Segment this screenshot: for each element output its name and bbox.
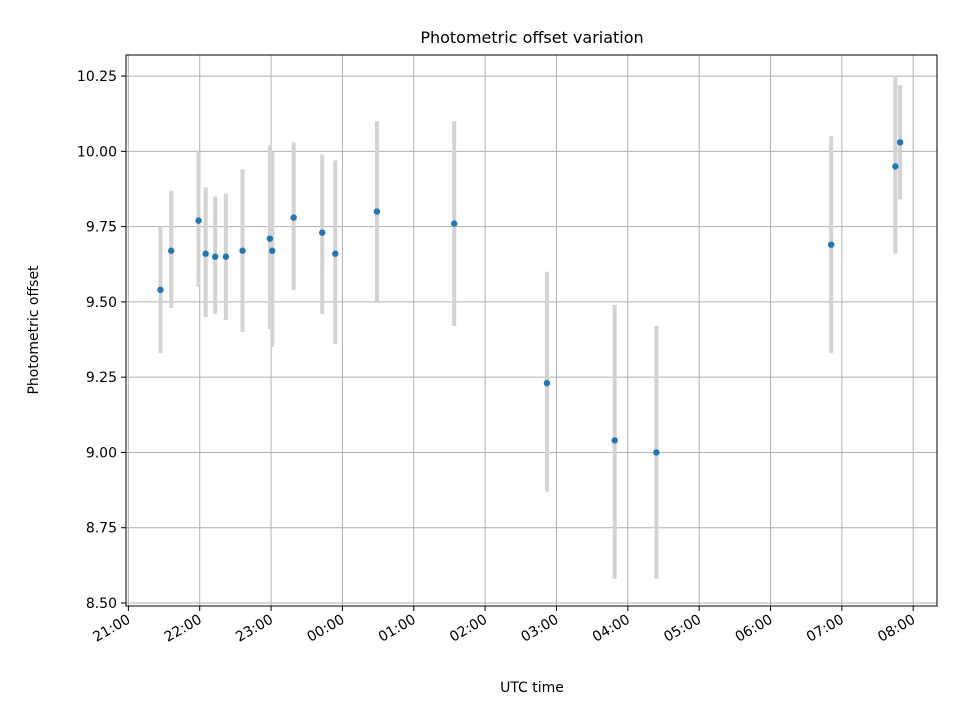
x-tick-label: 05:00 xyxy=(661,612,704,646)
y-tick-label: 10.00 xyxy=(77,144,117,160)
data-point xyxy=(222,253,230,260)
data-point xyxy=(373,208,381,215)
x-tick-label: 22:00 xyxy=(162,612,205,646)
data-point xyxy=(653,449,660,456)
data-point xyxy=(611,437,618,444)
x-tick-label: 02:00 xyxy=(447,612,490,646)
data-point xyxy=(896,139,904,146)
data-point xyxy=(332,250,339,257)
x-tick-label: 04:00 xyxy=(590,612,633,646)
data-point xyxy=(167,247,175,254)
x-tick-label: 06:00 xyxy=(733,612,776,646)
y-tick-label: 8.50 xyxy=(86,596,117,612)
data-point xyxy=(157,286,164,294)
x-axis-label: UTC time xyxy=(500,680,564,696)
data-point xyxy=(195,217,202,224)
y-tick-label: 8.75 xyxy=(86,521,117,537)
y-tick-label: 9.00 xyxy=(86,445,117,461)
x-tick-label: 00:00 xyxy=(304,612,347,646)
point-layer xyxy=(157,139,904,456)
x-tick-label: 23:00 xyxy=(233,612,276,646)
y-tick-label: 10.25 xyxy=(77,69,117,85)
y-axis-label: Photometric offset xyxy=(26,265,42,395)
data-point xyxy=(266,235,274,242)
y-tick-label: 9.75 xyxy=(86,220,117,236)
x-tick-label: 21:00 xyxy=(90,612,133,646)
data-point xyxy=(319,229,326,236)
x-tick-label: 08:00 xyxy=(875,612,918,646)
data-point xyxy=(827,241,835,248)
x-tick-label: 03:00 xyxy=(519,612,562,646)
data-point xyxy=(202,250,209,257)
data-point xyxy=(269,247,276,254)
y-tick-label: 9.25 xyxy=(86,370,117,386)
data-point xyxy=(239,247,246,254)
y-tick-label: 9.50 xyxy=(86,295,117,311)
data-point xyxy=(451,220,458,227)
data-point xyxy=(892,163,899,170)
data-point xyxy=(543,379,551,387)
x-tick-label: 07:00 xyxy=(804,612,847,646)
data-point xyxy=(211,253,219,260)
x-tick-label: 01:00 xyxy=(376,612,419,646)
chart-title: Photometric offset variation xyxy=(420,28,643,47)
grid-layer xyxy=(126,55,937,606)
data-point xyxy=(290,214,297,221)
plot-frame xyxy=(125,54,938,607)
tick-layer: 21:00 22:00 23:00 00:00 01:00 02:00 03:00 04:00… xyxy=(77,69,918,646)
